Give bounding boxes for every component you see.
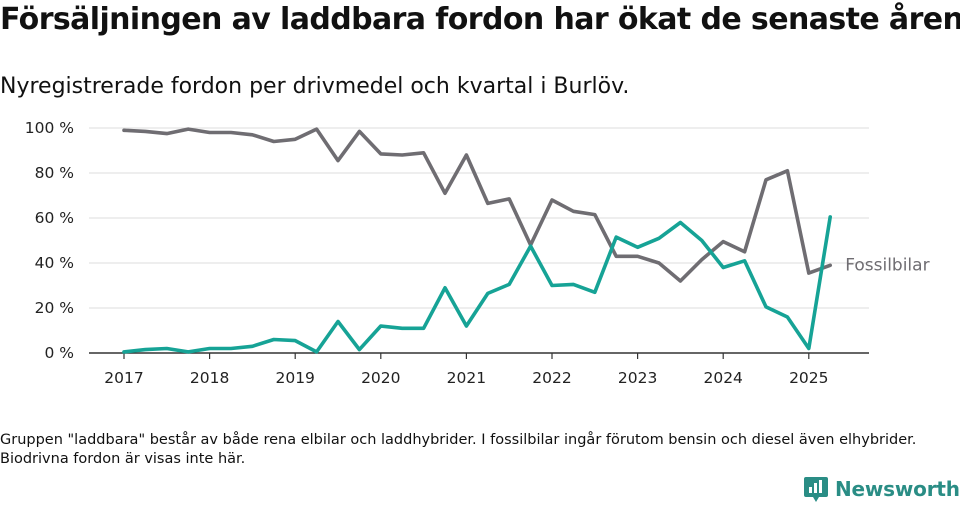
newsworthy-logo-icon	[804, 477, 828, 502]
series-line-2	[122, 215, 833, 354]
series-line-1	[122, 127, 833, 283]
y-tick-label: 100 %	[25, 119, 74, 137]
series	[122, 127, 833, 354]
y-tick-label: 80 %	[35, 164, 74, 182]
chart-footnote: Gruppen "laddbara" består av både rena e…	[0, 432, 917, 467]
chart-title: Försäljningen av laddbara fordon har öka…	[0, 2, 960, 37]
x-tick-label: 2020	[361, 369, 400, 387]
y-tick-label: 20 %	[35, 299, 74, 317]
x-tick-label: 2019	[275, 369, 314, 387]
x-tick-label: 2017	[104, 369, 143, 387]
x-tick-label: 2024	[703, 369, 742, 387]
x-tick-label: 2022	[532, 369, 571, 387]
chart-subtitle: Nyregistrerade fordon per drivmedel och …	[0, 74, 630, 99]
x-tick-label: 2023	[618, 369, 657, 387]
x-tick-label: 2018	[190, 369, 229, 387]
x-tick-label: 2025	[789, 369, 828, 387]
series-labels: Fossilbilar	[845, 255, 929, 275]
y-tick-label: 40 %	[35, 254, 74, 272]
x-tick-label: 2021	[447, 369, 486, 387]
y-tick-label: 0 %	[44, 344, 74, 362]
y-tick-label: 60 %	[35, 209, 74, 227]
brand-name: Newsworthy	[835, 477, 960, 501]
series-label: Fossilbilar	[845, 255, 929, 275]
brand-logo: Newsworthy	[803, 474, 960, 504]
line-chart: 0 % 20 % 40 % 60 % 80 % 100 % 2017 2018 2019 2020…	[25, 119, 930, 387]
axes: 0 % 20 % 40 % 60 % 80 % 100 % 2017 2018 2019 2020…	[25, 119, 869, 387]
